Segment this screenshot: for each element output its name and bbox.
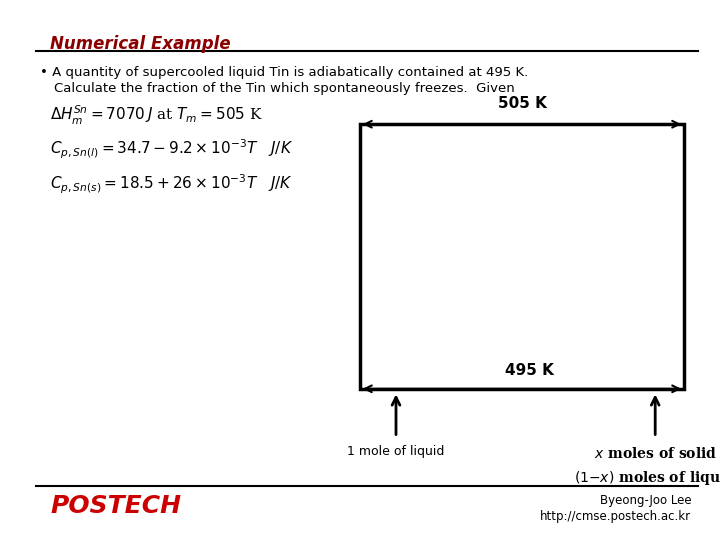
Text: • A quantity of supercooled liquid Tin is adiabatically contained at 495 K.: • A quantity of supercooled liquid Tin i… [40, 66, 528, 79]
Text: 495 K: 495 K [505, 363, 554, 378]
Text: Numerical Example: Numerical Example [50, 35, 231, 53]
Text: 1 mole of liquid: 1 mole of liquid [347, 446, 445, 458]
Text: $(1{-}x)$ moles of liquid: $(1{-}x)$ moles of liquid [574, 469, 720, 487]
Text: POSTECH: POSTECH [50, 494, 181, 518]
Text: 505 K: 505 K [498, 96, 546, 111]
Text: $x$ moles of solid: $x$ moles of solid [593, 446, 717, 461]
Text: $\Delta H_{m}^{Sn} = 7070\,J$ at $T_{m} = 505$ K: $\Delta H_{m}^{Sn} = 7070\,J$ at $T_{m} … [50, 104, 264, 127]
Text: http://cmse.postech.ac.kr: http://cmse.postech.ac.kr [540, 510, 691, 523]
Text: $C_{p,Sn(l)} = 34.7 - 9.2 \times 10^{-3}T\quad J/K$: $C_{p,Sn(l)} = 34.7 - 9.2 \times 10^{-3}… [50, 138, 294, 161]
Text: Byeong-Joo Lee: Byeong-Joo Lee [600, 494, 691, 507]
Text: $C_{p,Sn(s)} = 18.5 + 26 \times 10^{-3}T\quad J/K$: $C_{p,Sn(s)} = 18.5 + 26 \times 10^{-3}T… [50, 173, 293, 196]
Bar [360, 124, 684, 389]
Text: Calculate the fraction of the Tin which spontaneously freezes.  Given: Calculate the fraction of the Tin which … [54, 82, 515, 95]
